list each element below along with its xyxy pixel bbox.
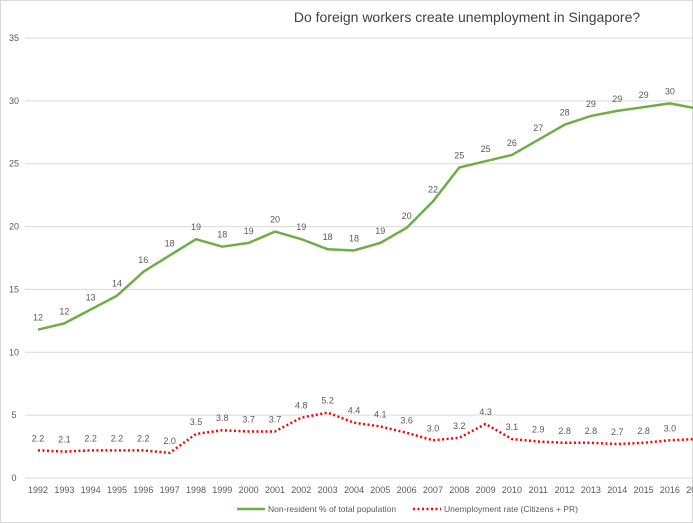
data-label: 19	[296, 222, 306, 232]
x-tick-label: 2005	[370, 485, 390, 495]
x-tick-label: 2004	[344, 485, 364, 495]
chart-title: Do foreign workers create unemployment i…	[294, 9, 641, 25]
y-tick-label: 35	[9, 33, 19, 43]
data-label: 3.0	[664, 423, 677, 433]
x-tick-label: 2006	[397, 485, 417, 495]
data-label: 3.7	[242, 414, 255, 424]
data-label: 3.7	[269, 414, 282, 424]
data-label: 2.2	[32, 433, 45, 443]
x-tick-label: 1996	[133, 485, 153, 495]
data-label: 4.8	[295, 401, 308, 411]
x-tick-label: 2011	[529, 485, 548, 495]
data-label: 18	[323, 232, 333, 242]
data-label: 18	[217, 230, 227, 240]
data-label: 2.7	[611, 427, 624, 437]
data-label: 2.8	[558, 426, 571, 436]
data-label: 5.2	[321, 396, 334, 406]
data-label: 25	[481, 144, 491, 154]
x-tick-label: 1992	[28, 485, 48, 495]
data-label: 4.1	[374, 409, 387, 419]
data-label: 3.1	[506, 422, 519, 432]
x-tick-label: 2001	[265, 485, 285, 495]
y-tick-label: 30	[9, 96, 19, 106]
x-tick-label: 2008	[449, 485, 469, 495]
y-tick-label: 5	[11, 410, 16, 420]
x-tick-label: 2015	[634, 485, 654, 495]
data-label: 13	[86, 293, 96, 303]
data-label: 18	[349, 233, 359, 243]
data-label: 19	[375, 226, 385, 236]
data-label: 30	[665, 86, 675, 96]
legend-label: Unemployment rate (Citizens + PR)	[444, 504, 578, 514]
x-tick-label: 2014	[607, 485, 627, 495]
x-tick-label: 2002	[291, 485, 311, 495]
data-label: 20	[270, 215, 280, 225]
x-tick-label: 2013	[581, 485, 601, 495]
y-tick-label: 15	[9, 284, 19, 294]
data-label: 22	[428, 184, 438, 194]
data-label: 3.5	[190, 417, 203, 427]
y-tick-label: 25	[9, 159, 19, 169]
data-label: 25	[454, 150, 464, 160]
data-label: 2.9	[532, 425, 545, 435]
x-tick-label: 2010	[502, 485, 522, 495]
data-label: 29	[612, 94, 622, 104]
x-tick-label: 2003	[318, 485, 338, 495]
y-tick-label: 0	[11, 473, 16, 483]
x-tick-label: 2012	[555, 485, 575, 495]
data-label: 27	[533, 123, 543, 133]
data-label: 18	[165, 238, 175, 248]
unemployment-line	[37, 411, 693, 455]
data-label: 16	[138, 255, 148, 265]
data-label: 12	[59, 306, 69, 316]
data-label: 19	[244, 226, 254, 236]
non-resident-line	[37, 102, 693, 331]
x-tick-label: 1994	[81, 485, 101, 495]
x-tick-label: 1993	[54, 485, 74, 495]
data-label: 29	[639, 90, 649, 100]
data-label: 2.2	[111, 433, 124, 443]
data-label: 2.8	[585, 426, 598, 436]
data-label: 12	[33, 313, 43, 323]
x-tick-label: 2000	[239, 485, 259, 495]
x-tick-label: 1998	[186, 485, 206, 495]
data-label: 3.6	[400, 416, 413, 426]
data-label: 3.8	[216, 413, 229, 423]
data-label: 2.0	[163, 436, 176, 446]
data-label: 20	[402, 211, 412, 221]
data-label: 26	[507, 138, 517, 148]
y-tick-label: 10	[9, 347, 19, 357]
data-label: 14	[112, 279, 122, 289]
data-label: 2.8	[637, 426, 650, 436]
x-tick-label: 1997	[160, 485, 180, 495]
data-label: 4.3	[479, 407, 492, 417]
x-tick-label: 2016	[660, 485, 680, 495]
data-label: 29	[586, 99, 596, 109]
data-label: 2.2	[84, 433, 97, 443]
x-tick-label: 1999	[212, 485, 232, 495]
data-label: 28	[560, 108, 570, 118]
data-label: 2.1	[58, 435, 71, 445]
x-tick-label: 2017	[686, 485, 693, 495]
data-label: 2.2	[137, 433, 150, 443]
data-label: 19	[191, 222, 201, 232]
data-label: 4.4	[348, 406, 361, 416]
data-label: 3.2	[453, 421, 466, 431]
data-label: 3.0	[427, 423, 440, 433]
y-tick-label: 20	[9, 222, 19, 232]
x-tick-label: 2007	[423, 485, 443, 495]
x-tick-label: 1995	[107, 485, 127, 495]
legend-label: Non-resident % of total population	[268, 504, 396, 514]
x-tick-label: 2009	[476, 485, 496, 495]
